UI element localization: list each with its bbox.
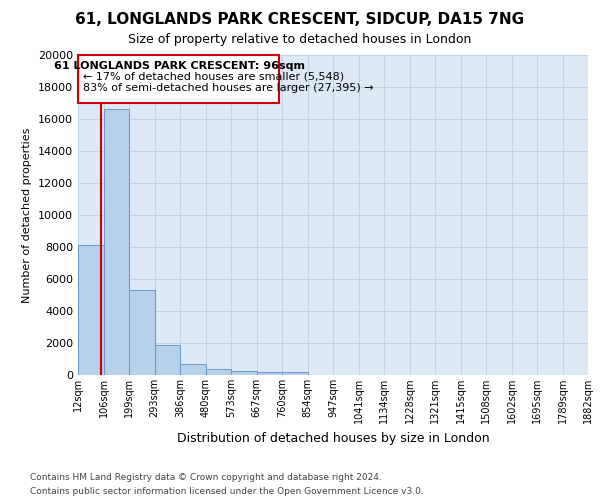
Bar bbox=[155, 346, 180, 375]
Text: Size of property relative to detached houses in London: Size of property relative to detached ho… bbox=[128, 32, 472, 46]
Text: Contains HM Land Registry data © Crown copyright and database right 2024.: Contains HM Land Registry data © Crown c… bbox=[30, 472, 382, 482]
Text: 83% of semi-detached houses are larger (27,395) →: 83% of semi-detached houses are larger (… bbox=[83, 83, 374, 93]
Text: Contains public sector information licensed under the Open Government Licence v3: Contains public sector information licen… bbox=[30, 488, 424, 496]
Bar bbox=[180, 364, 206, 375]
X-axis label: Distribution of detached houses by size in London: Distribution of detached houses by size … bbox=[176, 432, 490, 444]
Bar bbox=[78, 246, 104, 375]
Bar bbox=[282, 372, 308, 375]
Bar bbox=[257, 372, 282, 375]
Text: ← 17% of detached houses are smaller (5,548): ← 17% of detached houses are smaller (5,… bbox=[83, 72, 344, 82]
Text: 61 LONGLANDS PARK CRESCENT: 96sqm: 61 LONGLANDS PARK CRESCENT: 96sqm bbox=[55, 62, 305, 72]
Text: 61, LONGLANDS PARK CRESCENT, SIDCUP, DA15 7NG: 61, LONGLANDS PARK CRESCENT, SIDCUP, DA1… bbox=[76, 12, 524, 28]
Y-axis label: Number of detached properties: Number of detached properties bbox=[22, 128, 32, 302]
Bar bbox=[104, 110, 129, 375]
Bar bbox=[206, 369, 231, 375]
FancyBboxPatch shape bbox=[78, 55, 280, 103]
Bar bbox=[231, 370, 257, 375]
Bar bbox=[129, 290, 155, 375]
